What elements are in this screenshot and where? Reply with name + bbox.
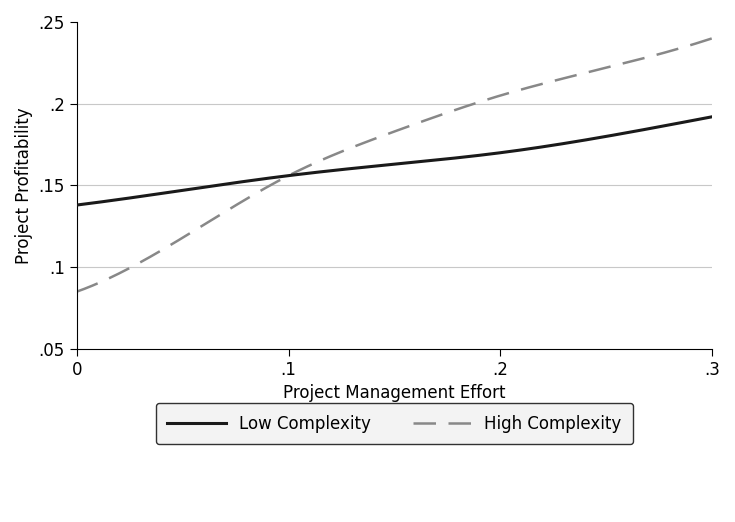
Y-axis label: Project Profitability: Project Profitability xyxy=(15,107,33,264)
Legend: Low Complexity, High Complexity: Low Complexity, High Complexity xyxy=(156,403,633,444)
X-axis label: Project Management Effort: Project Management Effort xyxy=(283,384,506,402)
